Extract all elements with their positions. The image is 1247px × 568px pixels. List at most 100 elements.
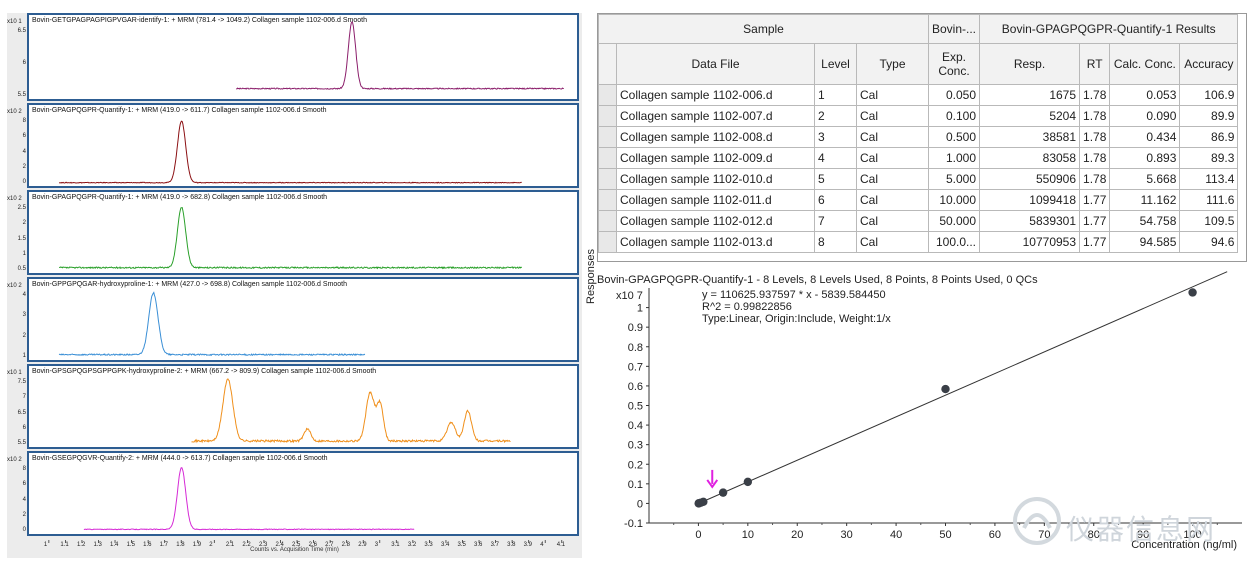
chromatogram-panel-6[interactable]: Bovin-GSEGPQGVR-Quantify-2: + MRM (444.0… [27, 451, 579, 536]
table-cell[interactable]: Collagen sample 1102-008.d [616, 126, 815, 148]
table-cell[interactable]: Cal [856, 168, 929, 190]
row-selector[interactable] [598, 84, 617, 106]
table-cell[interactable]: 5839301 [979, 210, 1081, 232]
chromatogram-panel-2[interactable]: Bovin-GPAGPQGPR-Quantify-1: + MRM (419.0… [27, 103, 579, 188]
table-cell[interactable]: 0.090 [1109, 105, 1181, 127]
table-cell[interactable]: 5 [814, 168, 857, 190]
table-cell[interactable]: 3 [814, 126, 857, 148]
table-row[interactable]: Collagen sample 1102-010.d 5 Cal 5.000 55090… [598, 168, 1239, 190]
table-cell[interactable]: 550906 [979, 168, 1081, 190]
table-cell[interactable]: 8 [814, 231, 857, 253]
row-selector-header[interactable] [598, 43, 617, 85]
table-row[interactable]: Collagen sample 1102-013.d 8 Cal 100.0... 10… [598, 231, 1239, 253]
row-selector[interactable] [598, 210, 617, 232]
table-cell[interactable]: Cal [856, 84, 929, 106]
table-cell[interactable]: 10770953 [979, 231, 1081, 253]
col-header-rt[interactable]: RT [1079, 43, 1111, 85]
table-cell[interactable]: 109.5 [1179, 210, 1239, 232]
table-cell[interactable]: 83058 [979, 147, 1081, 169]
row-selector[interactable] [598, 105, 617, 127]
table-cell[interactable]: 1.78 [1079, 168, 1111, 190]
table-cell[interactable]: 54.758 [1109, 210, 1181, 232]
col-header-type[interactable]: Type [856, 43, 929, 85]
table-cell[interactable]: Cal [856, 231, 929, 253]
row-selector[interactable] [598, 189, 617, 211]
table-cell[interactable]: Collagen sample 1102-006.d [616, 84, 815, 106]
chromatogram-panel-4[interactable]: Bovin-GPPGPQGAR-hydroxyproline-1: + MRM … [27, 277, 579, 362]
table-cell[interactable]: 94.585 [1109, 231, 1181, 253]
chromatogram-panel-3[interactable]: Bovin-GPAGPQGPR-Quantify-1: + MRM (419.0… [27, 190, 579, 275]
table-cell[interactable]: 1675 [979, 84, 1081, 106]
group-header-target[interactable]: Bovin-... [927, 14, 981, 44]
table-cell[interactable]: 1.000 [927, 147, 981, 169]
row-selector[interactable] [598, 126, 617, 148]
col-header-exp-conc[interactable]: Exp. Conc. [927, 43, 981, 85]
table-cell[interactable]: Cal [856, 126, 929, 148]
table-cell[interactable]: 111.6 [1179, 189, 1239, 211]
col-header-resp[interactable]: Resp. [979, 43, 1081, 85]
table-row[interactable]: Collagen sample 1102-007.d 2 Cal 0.100 5204 1… [598, 105, 1239, 127]
table-cell[interactable]: 1.77 [1079, 210, 1111, 232]
table-row[interactable]: Collagen sample 1102-011.d 6 Cal 10.000 1099… [598, 189, 1239, 211]
table-cell[interactable]: 1.78 [1079, 126, 1111, 148]
table-cell[interactable]: 100.0... [927, 231, 981, 253]
table-cell[interactable]: Collagen sample 1102-007.d [616, 105, 815, 127]
table-cell[interactable]: 0.100 [927, 105, 981, 127]
table-cell[interactable]: 2 [814, 105, 857, 127]
table-cell[interactable]: 1.77 [1079, 189, 1111, 211]
table-cell[interactable]: 1.78 [1079, 84, 1111, 106]
table-cell[interactable]: 7 [814, 210, 857, 232]
table-cell[interactable]: Cal [856, 210, 929, 232]
table-cell[interactable]: Collagen sample 1102-013.d [616, 231, 815, 253]
table-cell[interactable]: Collagen sample 1102-009.d [616, 147, 815, 169]
table-cell[interactable]: Cal [856, 105, 929, 127]
group-header-results[interactable]: Bovin-GPAGPQGPR-Quantify-1 Results [979, 14, 1239, 44]
table-cell[interactable]: 0.500 [927, 126, 981, 148]
table-cell[interactable]: Cal [856, 147, 929, 169]
table-cell[interactable]: 106.9 [1179, 84, 1239, 106]
table-cell[interactable]: 0.053 [1109, 84, 1181, 106]
table-cell[interactable]: 5.000 [927, 168, 981, 190]
watermark-text: 仪器信息网 [1066, 513, 1217, 546]
col-header-calc-conc[interactable]: Calc. Conc. [1109, 43, 1181, 85]
table-row[interactable]: Collagen sample 1102-008.d 3 Cal 0.500 38581… [598, 126, 1239, 148]
row-selector[interactable] [598, 168, 617, 190]
table-cell[interactable]: 1099418 [979, 189, 1081, 211]
table-cell[interactable]: 50.000 [927, 210, 981, 232]
table-cell[interactable]: 5204 [979, 105, 1081, 127]
chromatogram-panel-5[interactable]: Bovin-GPSGPQGPSGPPGPK-hydroxyproline-2: … [27, 364, 579, 449]
col-header-data-file[interactable]: Data File [616, 43, 815, 85]
table-cell[interactable]: 0.893 [1109, 147, 1181, 169]
table-cell[interactable]: 6 [814, 189, 857, 211]
table-row[interactable]: Collagen sample 1102-009.d 4 Cal 1.000 83058… [598, 147, 1239, 169]
table-cell[interactable]: Collagen sample 1102-012.d [616, 210, 815, 232]
table-cell[interactable]: 0.434 [1109, 126, 1181, 148]
table-row[interactable]: Collagen sample 1102-012.d 7 Cal 50.000 5839… [598, 210, 1239, 232]
group-header-sample[interactable]: Sample [598, 14, 929, 44]
row-selector[interactable] [598, 231, 617, 253]
table-cell[interactable]: 1.78 [1079, 147, 1111, 169]
table-cell[interactable]: 86.9 [1179, 126, 1239, 148]
chromatogram-panel-1[interactable]: Bovin-GETGPAGPAGPIGPVGAR-identify-1: + M… [27, 13, 579, 101]
col-header-level[interactable]: Level [814, 43, 857, 85]
table-cell[interactable]: 10.000 [927, 189, 981, 211]
table-cell[interactable]: 1 [814, 84, 857, 106]
table-cell[interactable]: Cal [856, 189, 929, 211]
table-row[interactable]: Collagen sample 1102-006.d 1 Cal 0.050 1675 1… [598, 84, 1239, 106]
table-cell[interactable]: 113.4 [1179, 168, 1239, 190]
table-cell[interactable]: 94.6 [1179, 231, 1239, 253]
table-cell[interactable]: 0.050 [927, 84, 981, 106]
row-selector[interactable] [598, 147, 617, 169]
table-cell[interactable]: Collagen sample 1102-011.d [616, 189, 815, 211]
col-header-accuracy[interactable]: Accuracy [1179, 43, 1239, 85]
table-cell[interactable]: 38581 [979, 126, 1081, 148]
table-cell[interactable]: 89.3 [1179, 147, 1239, 169]
table-cell[interactable]: 5.668 [1109, 168, 1181, 190]
table-cell[interactable]: 89.9 [1179, 105, 1239, 127]
table-cell[interactable]: 1.78 [1079, 105, 1111, 127]
table-cell[interactable]: Collagen sample 1102-010.d [616, 168, 815, 190]
table-cell[interactable]: 1.77 [1079, 231, 1111, 253]
table-cell[interactable]: 11.162 [1109, 189, 1181, 211]
chromatogram-y-tick: 1.5 [17, 235, 26, 242]
table-cell[interactable]: 4 [814, 147, 857, 169]
